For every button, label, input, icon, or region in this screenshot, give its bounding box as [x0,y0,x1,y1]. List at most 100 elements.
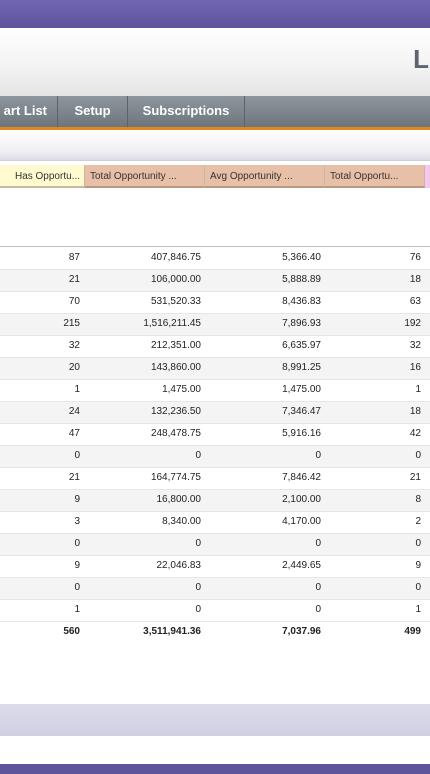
table-divider [0,246,430,247]
cell-total-opportu: 192 [404,318,421,329]
cell-total-opportu: 32 [409,340,421,351]
column-header-has-opportunity[interactable]: Has Opportu... [0,165,85,188]
tab-chart-list[interactable]: art List [0,96,58,127]
cell-total-opportunity: 106,000.00 [150,274,201,285]
cell-total-opportunity: 0 [195,604,201,615]
cell-total-opportunity: 1,516,211.45 [143,318,201,329]
cell-has-opportunity: 21 [68,472,80,483]
app-banner: L [0,28,430,97]
cell-total-opportunity: 407,846.75 [150,252,201,263]
cell-avg-opportunity: 2,100.00 [282,494,321,505]
cell-avg-opportunity: 4,170.00 [282,516,321,527]
window-bottom-band [0,764,430,774]
table-header: Has Opportu... Total Opportunity ... Avg… [0,165,430,188]
cell-has-opportunity: 3 [74,516,80,527]
cell-has-opportunity: 1 [74,384,80,395]
cell-avg-opportunity: 8,436.83 [282,296,321,307]
sub-header-bar [0,130,430,161]
cell-avg-opportunity: 6,635.97 [282,340,321,351]
table-totals-row: 560 3,511,941.36 7,037.96 499 [0,622,430,643]
cell-has-opportunity: 24 [68,406,80,417]
cell-avg-opportunity: 7,896.93 [282,318,321,329]
cell-avg-opportunity: 5,366.40 [282,252,321,263]
cell-total-opportunity: 22,046.83 [156,560,202,571]
table-row: 0 0 0 0 [0,578,430,600]
table-row: 3 8,340.00 4,170.00 2 [0,512,430,534]
cell-has-opportunity: 1 [74,604,80,615]
total-avg-opportunity: 7,037.96 [282,626,321,637]
cell-total-opportu: 76 [409,252,421,263]
column-header-avg-opportunity[interactable]: Avg Opportunity ... [205,165,325,188]
cell-has-opportunity: 0 [74,582,80,593]
column-header-next[interactable] [425,165,430,188]
window-top-band [0,0,430,28]
tab-subscriptions[interactable]: Subscriptions [128,96,245,127]
table-row: 0 0 0 0 [0,534,430,556]
cell-total-opportunity: 0 [195,582,201,593]
table-row: 0 0 0 0 [0,446,430,468]
cell-avg-opportunity: 5,888.89 [282,274,321,285]
app-title-fragment: L [413,44,430,74]
cell-has-opportunity: 9 [74,560,80,571]
main-nav: art List Setup Subscriptions [0,96,430,127]
cell-total-opportunity: 0 [195,450,201,461]
cell-avg-opportunity: 0 [315,538,321,549]
cell-total-opportunity: 132,236.50 [150,406,201,417]
cell-avg-opportunity: 2,449.65 [282,560,321,571]
tab-setup[interactable]: Setup [58,96,128,127]
cell-avg-opportunity: 7,846.42 [282,472,321,483]
table-row: 24 132,236.50 7,346.47 18 [0,402,430,424]
column-header-total-opportu[interactable]: Total Opportu... [325,165,425,188]
table-row: 9 16,800.00 2,100.00 8 [0,490,430,512]
table-row: 87 407,846.75 5,366.40 76 [0,248,430,270]
table-row: 21 164,774.75 7,846.42 21 [0,468,430,490]
table-row: 1 0 0 1 [0,600,430,622]
table-row: 70 531,520.33 8,436.83 63 [0,292,430,314]
total-total-opportu: 499 [404,626,421,637]
table-row: 47 248,478.75 5,916.16 42 [0,424,430,446]
app-page: L art List Setup Subscriptions [0,28,430,764]
cell-total-opportunity: 212,351.00 [150,340,201,351]
cell-total-opportu: 8 [415,494,421,505]
cell-total-opportunity: 164,774.75 [150,472,201,483]
cell-avg-opportunity: 1,475.00 [282,384,321,395]
cell-total-opportunity: 16,800.00 [156,494,202,505]
table-row: 32 212,351.00 6,635.97 32 [0,336,430,358]
cell-total-opportunity: 248,478.75 [150,428,201,439]
cell-has-opportunity: 21 [68,274,80,285]
page-footer-bar [0,704,430,736]
cell-total-opportu: 16 [409,362,421,373]
table-row: 1 1,475.00 1,475.00 1 [0,380,430,402]
cell-total-opportunity: 143,860.00 [150,362,201,373]
cell-total-opportunity: 8,340.00 [162,516,201,527]
column-header-total-opportunity[interactable]: Total Opportunity ... [85,165,205,188]
cell-has-opportunity: 32 [68,340,80,351]
cell-has-opportunity: 0 [74,538,80,549]
cell-has-opportunity: 87 [68,252,80,263]
nav-accent-line [0,127,430,130]
cell-total-opportu: 0 [415,450,421,461]
cell-avg-opportunity: 5,916.16 [282,428,321,439]
cell-total-opportunity: 0 [195,538,201,549]
data-table-body: 87 407,846.75 5,366.40 76 21 106,000.00 … [0,248,430,643]
cell-total-opportu: 1 [415,384,421,395]
cell-total-opportu: 0 [415,538,421,549]
cell-total-opportunity: 531,520.33 [150,296,201,307]
cell-total-opportu: 0 [415,582,421,593]
cell-total-opportu: 18 [409,274,421,285]
cell-avg-opportunity: 0 [315,582,321,593]
cell-avg-opportunity: 8,991.25 [282,362,321,373]
table-row: 20 143,860.00 8,991.25 16 [0,358,430,380]
cell-total-opportu: 42 [409,428,421,439]
cell-has-opportunity: 20 [68,362,80,373]
cell-total-opportu: 1 [415,604,421,615]
cell-total-opportu: 21 [409,472,421,483]
cell-has-opportunity: 70 [68,296,80,307]
total-total-opportunity: 3,511,941.36 [143,626,201,637]
cell-total-opportunity: 1,475.00 [162,384,201,395]
table-row: 9 22,046.83 2,449.65 9 [0,556,430,578]
table-row: 215 1,516,211.45 7,896.93 192 [0,314,430,336]
cell-has-opportunity: 9 [74,494,80,505]
cell-total-opportu: 9 [415,560,421,571]
cell-total-opportu: 2 [415,516,421,527]
